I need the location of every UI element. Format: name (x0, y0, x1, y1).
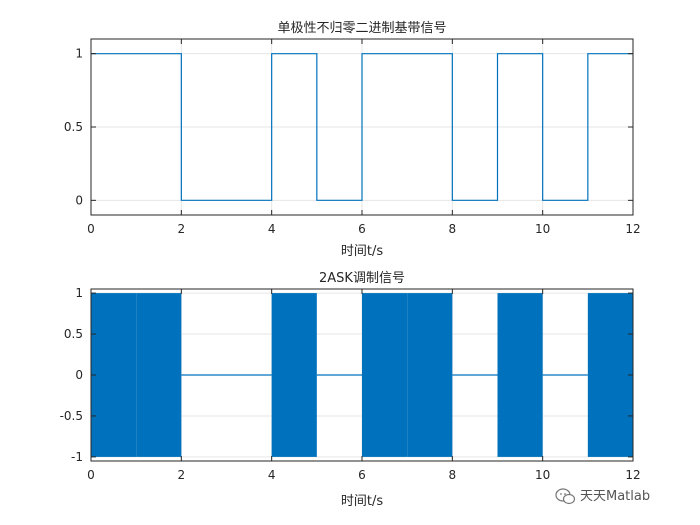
ask-carrier-burst (497, 293, 543, 457)
ask-carrier-burst (362, 293, 408, 457)
ask-xtick-label: 6 (358, 468, 366, 482)
baseband-xlabel: 时间t/s (341, 244, 383, 259)
ask-xtick-label: 12 (625, 468, 640, 482)
ask-plot: 0 2 4 6 8 10 12 -1 -0.5 0 0.5 1 2ASK调制信号 时间t/s (60, 271, 641, 509)
ask-xtick-label: 4 (268, 468, 276, 482)
wechat-icon (555, 488, 576, 505)
baseband-xtick-label: 8 (449, 222, 457, 236)
baseband-xtick-label: 4 (268, 222, 276, 236)
baseband-xtick-label: 0 (87, 222, 95, 236)
ask-carrier-burst (136, 293, 182, 457)
ask-ytick-label: 0.5 (64, 327, 83, 341)
ask-ytick-label: -0.5 (60, 409, 83, 423)
ask-carrier-burst (407, 293, 453, 457)
ask-ytick-label: 0 (75, 368, 83, 382)
baseband-ytick-label: 0.5 (64, 120, 83, 134)
ask-carrier-burst (91, 293, 137, 457)
baseband-xtick-label: 2 (178, 222, 186, 236)
baseband-signal-line (91, 53, 633, 201)
ask-xtick-label: 0 (87, 468, 95, 482)
baseband-plot: 0 2 4 6 8 10 12 0 0.5 1 单极性不归零二进制基带信号 时间t/s (64, 21, 641, 259)
baseband-ytick-label: 0 (75, 193, 83, 207)
baseband-title: 单极性不归零二进制基带信号 (277, 21, 446, 36)
baseband-xtick-label: 10 (535, 222, 550, 236)
ask-ytick-label: 1 (75, 286, 83, 300)
watermark: 天天Matlab (555, 488, 650, 505)
ask-ytick-label: -1 (71, 450, 83, 464)
baseband-xtick-label: 6 (358, 222, 366, 236)
ask-xlabel: 时间t/s (341, 494, 383, 509)
baseband-ytick-label: 1 (75, 47, 83, 61)
baseband-xtick-label: 12 (625, 222, 640, 236)
ask-xtick-label: 8 (449, 468, 457, 482)
ask-xtick-label: 10 (535, 468, 550, 482)
ask-carrier-burst (271, 293, 317, 457)
ask-xtick-label: 2 (178, 468, 186, 482)
watermark-text: 天天Matlab (580, 489, 650, 504)
ask-carrier-burst (587, 293, 633, 457)
ask-title: 2ASK调制信号 (319, 271, 405, 286)
